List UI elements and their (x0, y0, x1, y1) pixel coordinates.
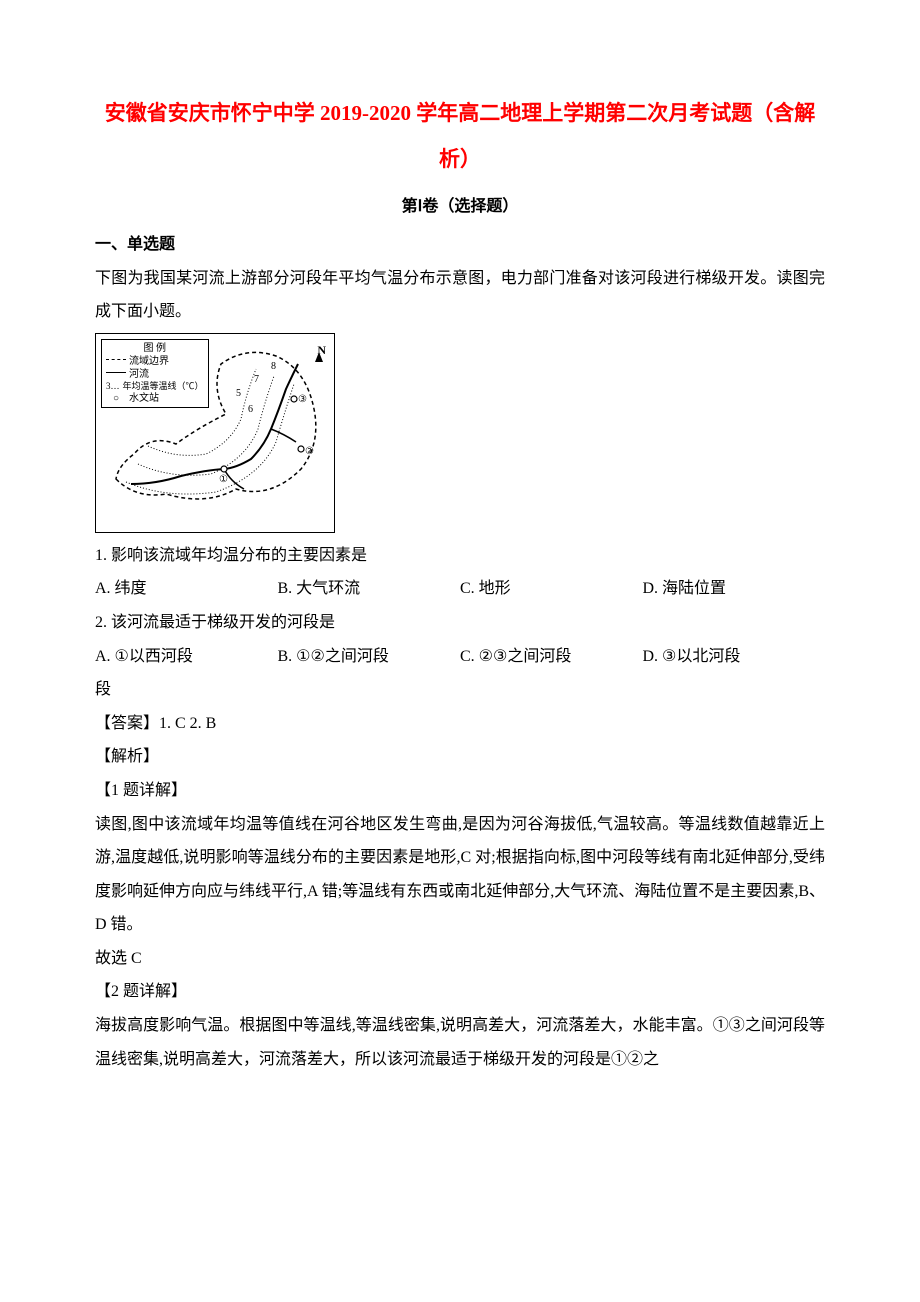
station-3-label: ③ (298, 394, 307, 405)
iso-label: 7 (254, 374, 259, 385)
section-heading: 一、单选题 (95, 228, 825, 262)
q2-options: A. ①以西河段 B. ①②之间河段 C. ②③之间河段 D. ③以北河段 (95, 640, 825, 674)
q1-option-d: D. 海陆位置 (643, 572, 826, 606)
figure-container: 图 例 流域边界 河流 3… 年均温等温线（℃） ○ 水文站 N (95, 333, 825, 533)
legend-label: 流域边界 (129, 355, 169, 368)
q2-stem: 2. 该河流最适于梯级开发的河段是 (95, 606, 825, 640)
isotherm-prefix: 3… (106, 381, 120, 393)
q1-option-a: A. 纬度 (95, 572, 278, 606)
station-1-label: ① (219, 474, 228, 485)
station-2-icon (298, 446, 304, 452)
legend-label: 水文站 (129, 392, 159, 405)
a2-heading: 【2 题详解】 (95, 975, 825, 1009)
legend-item-station: ○ 水文站 (106, 392, 204, 405)
map-figure: 图 例 流域边界 河流 3… 年均温等温线（℃） ○ 水文站 N (95, 333, 335, 533)
legend-item-river: 河流 (106, 368, 204, 381)
legend-item-isotherm: 3… 年均温等温线（℃） (106, 381, 204, 393)
q2-option-d: D. ③以北河段 (643, 640, 826, 674)
a1-body: 读图,图中该流域年均温等值线在河谷地区发生弯曲,是因为河谷海拔低,气温较高。等温… (95, 808, 825, 942)
station-3-icon (291, 396, 297, 402)
station-2-label: ② (305, 446, 314, 457)
q2-option-b: B. ①②之间河段 (278, 640, 461, 674)
analysis-label: 【解析】 (95, 740, 825, 774)
q1-stem: 1. 影响该流域年均温分布的主要因素是 (95, 539, 825, 573)
q2-option-d-tail: 段 (95, 673, 825, 707)
boundary-swatch-icon (106, 359, 126, 367)
north-arrow-icon (315, 352, 323, 362)
station-1-icon (221, 466, 227, 472)
legend-label: 河流 (129, 368, 149, 381)
iso-label: 8 (271, 361, 276, 372)
map-legend: 图 例 流域边界 河流 3… 年均温等温线（℃） ○ 水文站 (101, 339, 209, 409)
q1-option-c: C. 地形 (460, 572, 643, 606)
legend-title: 图 例 (106, 342, 204, 355)
a1-tail: 故选 C (95, 942, 825, 976)
paper-section-subtitle: 第Ⅰ卷（选择题） (95, 190, 825, 224)
question-intro: 下图为我国某河流上游部分河段年平均气温分布示意图，电力部门准备对该河段进行梯级开… (95, 262, 825, 329)
river-swatch-icon (106, 372, 126, 380)
legend-item-boundary: 流域边界 (106, 355, 204, 368)
station-symbol-icon: ○ (106, 392, 126, 405)
a2-body: 海拔高度影响气温。根据图中等温线,等温线密集,说明高差大，河流落差大，水能丰富。… (95, 1009, 825, 1076)
q2-option-c: C. ②③之间河段 (460, 640, 643, 674)
answers: 【答案】1. C 2. B (95, 707, 825, 741)
iso-label: 5 (236, 388, 241, 399)
q1-options: A. 纬度 B. 大气环流 C. 地形 D. 海陆位置 (95, 572, 825, 606)
q1-option-b: B. 大气环流 (278, 572, 461, 606)
q2-option-a: A. ①以西河段 (95, 640, 278, 674)
tributary (271, 429, 296, 442)
legend-label: 年均温等温线（℃） (123, 381, 204, 393)
a1-heading: 【1 题详解】 (95, 774, 825, 808)
document-title: 安徽省安庆市怀宁中学 2019-2020 学年高二地理上学期第二次月考试题（含解… (95, 90, 825, 182)
iso-label: 6 (248, 404, 253, 415)
